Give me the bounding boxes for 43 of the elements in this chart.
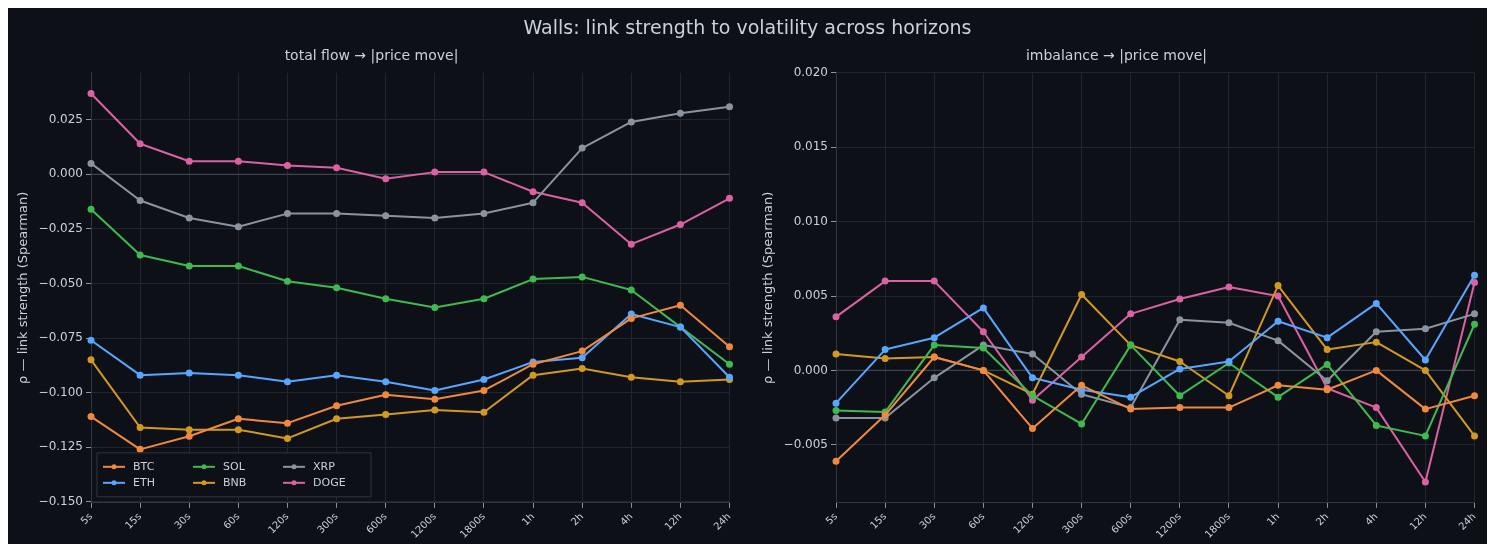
- chart-title: Walls: link strength to volatility across horizons: [522, 15, 973, 40]
- x-tick-label: 12h: [662, 510, 684, 532]
- x-tick-label: 5s: [78, 510, 95, 527]
- y-tick-label: 0.005: [793, 288, 829, 303]
- x-tick-label: 30s: [917, 510, 938, 532]
- y-tick-label: 0.000: [793, 362, 829, 377]
- x-tick-label: 15s: [122, 510, 144, 532]
- y-axis-title: ρ — link strength (Spearman): [15, 191, 31, 384]
- y-tick-label: −0.125: [38, 439, 84, 454]
- legend-label: ETH: [133, 475, 155, 489]
- y-tick-label: 0.000: [48, 166, 84, 181]
- chart-subtitle: total flow → |price move|: [284, 47, 459, 65]
- y-axis-title: ρ — link strength (Spearman): [760, 191, 776, 384]
- legend-label: BNB: [223, 475, 247, 489]
- x-tick-label: 2h: [1313, 510, 1331, 528]
- x-tick-label: 4h: [617, 510, 635, 528]
- y-tick-label: 0.020: [793, 64, 829, 79]
- y-tick-label: −0.075: [38, 330, 84, 345]
- x-tick-label: 15s: [867, 510, 889, 532]
- y-tick-label: 0.015: [793, 139, 829, 154]
- x-tick-label: 4h: [1362, 510, 1380, 528]
- x-tick-label: 30s: [172, 510, 193, 532]
- x-tick-label: 12h: [1407, 510, 1429, 532]
- x-tick-label: 1h: [519, 510, 537, 528]
- y-tick-label: −0.005: [783, 436, 829, 451]
- legend-label: XRP: [313, 459, 336, 473]
- legend-label: BTC: [133, 459, 155, 473]
- x-tick-label: 5s: [823, 510, 840, 527]
- legend-label: DOGE: [313, 475, 346, 489]
- x-tick-label: 60s: [966, 510, 987, 532]
- y-tick-label: 0.025: [48, 111, 84, 126]
- x-tick-label: 2h: [568, 510, 586, 528]
- legend-label: SOL: [223, 459, 246, 473]
- x-tick-label: 24h: [711, 510, 733, 532]
- y-tick-label: 0.010: [793, 213, 829, 228]
- x-tick-label: 60s: [221, 510, 242, 532]
- y-tick-label: −0.150: [38, 493, 84, 508]
- x-tick-label: 24h: [1456, 510, 1478, 532]
- chart-subtitle: imbalance → |price move|: [1025, 47, 1208, 65]
- y-tick-label: −0.050: [38, 275, 84, 290]
- x-tick-label: 1h: [1264, 510, 1282, 528]
- y-tick-label: −0.025: [38, 221, 84, 235]
- y-tick-label: −0.100: [38, 384, 84, 399]
